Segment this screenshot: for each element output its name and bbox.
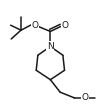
Text: O: O [62,21,69,30]
Text: O: O [82,93,89,102]
Text: O: O [32,21,39,30]
Text: N: N [47,42,54,51]
